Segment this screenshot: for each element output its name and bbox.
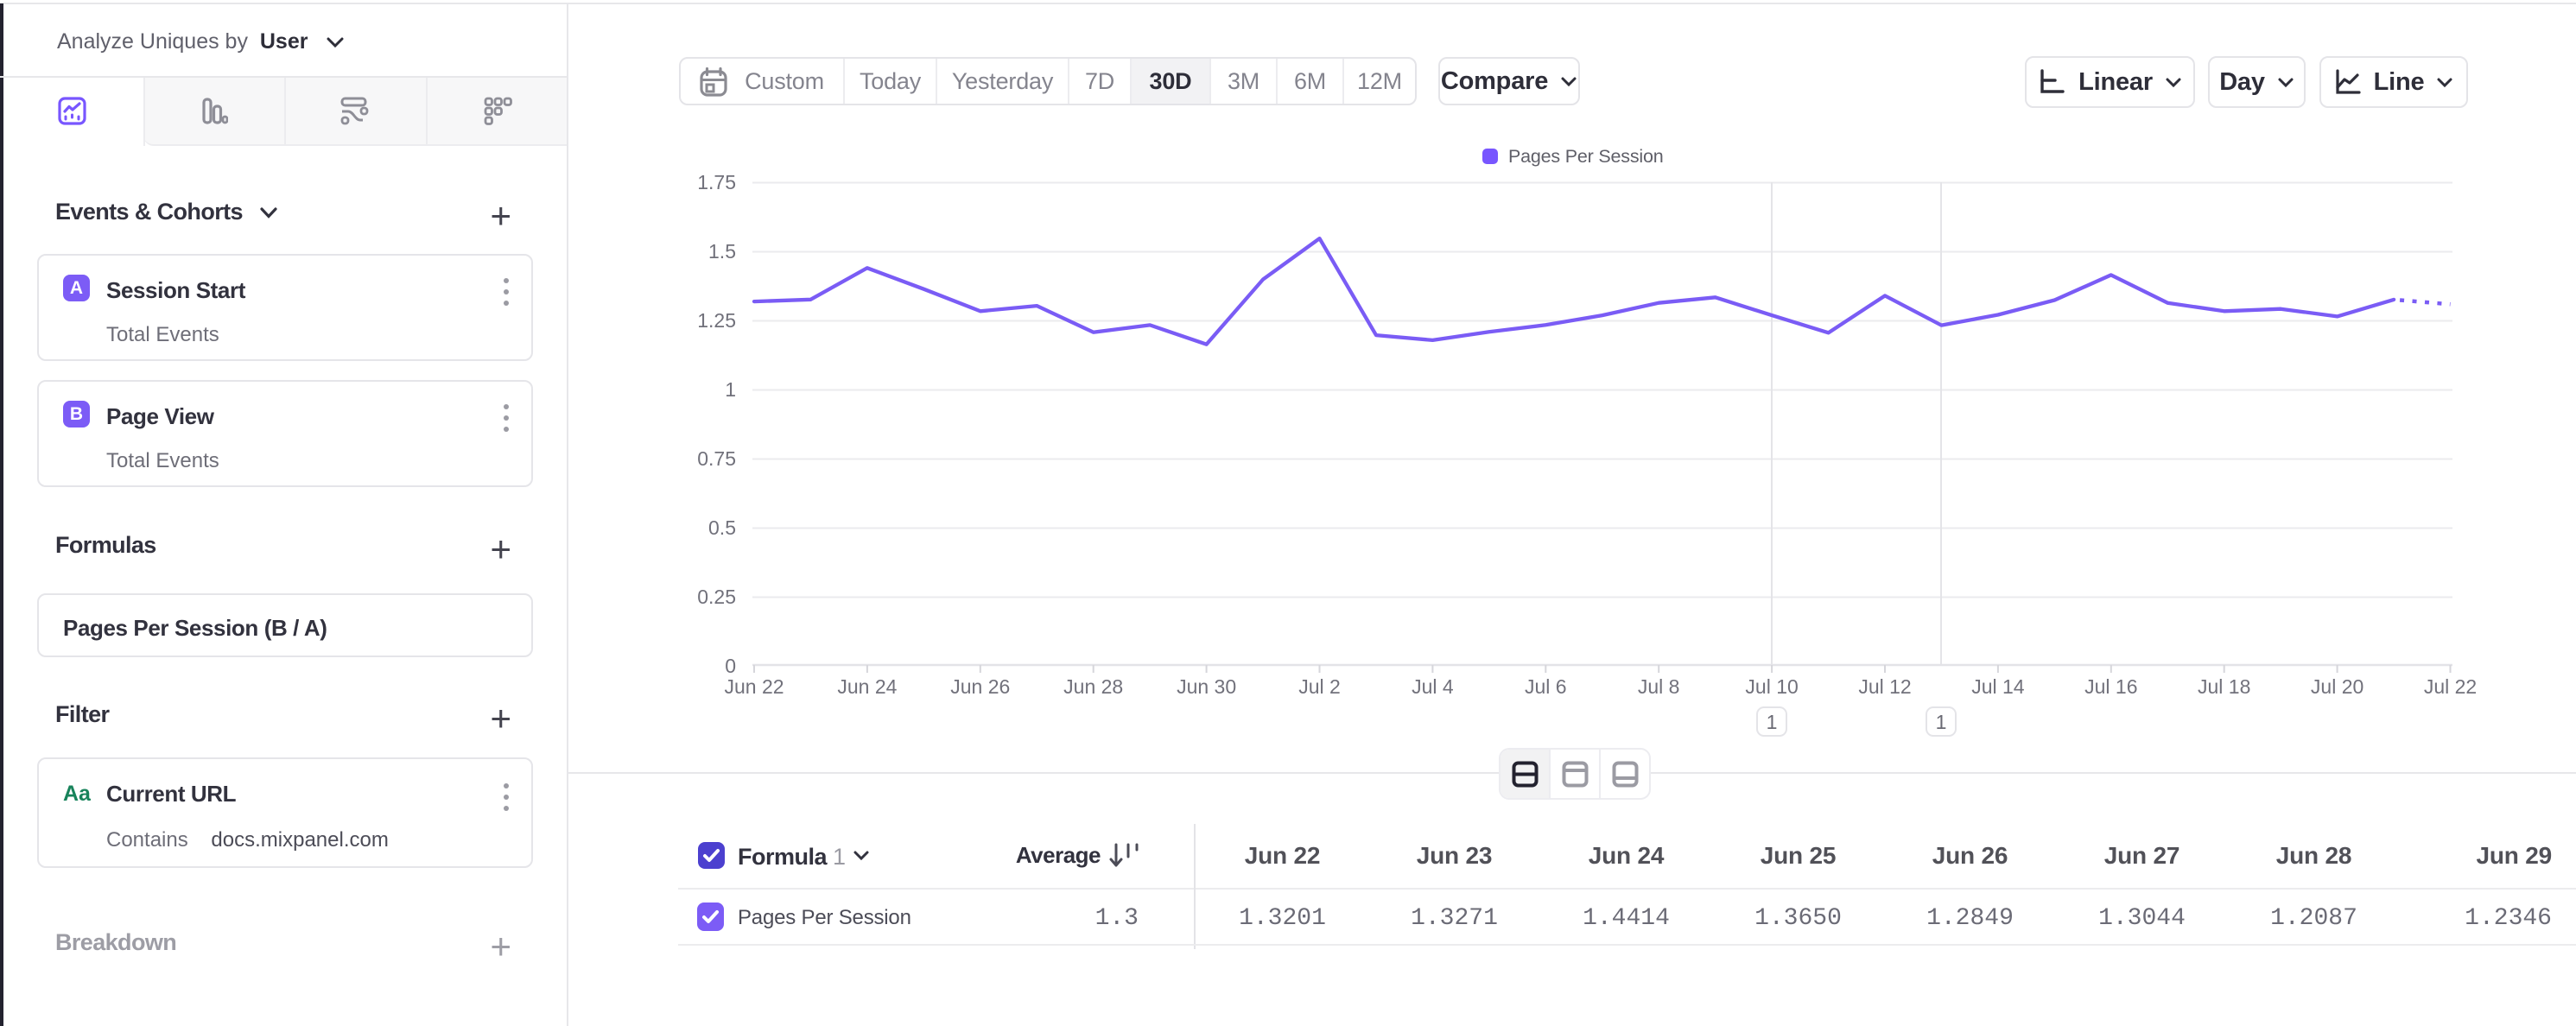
svg-text:0.25: 0.25 [697,586,736,608]
svg-text:Jul 10: Jul 10 [1745,675,1798,698]
svg-text:0.5: 0.5 [708,516,736,539]
svg-text:1: 1 [725,378,736,401]
svg-text:Jul 4: Jul 4 [1412,675,1454,698]
svg-text:Jul 22: Jul 22 [2424,675,2477,698]
svg-text:Jun 30: Jun 30 [1177,675,1236,698]
svg-text:Jul 12: Jul 12 [1858,675,1911,698]
svg-text:0.75: 0.75 [697,447,736,470]
svg-text:Jun 26: Jun 26 [950,675,1010,698]
svg-text:1: 1 [1767,711,1778,733]
svg-text:1.25: 1.25 [697,309,736,332]
svg-text:Jul 18: Jul 18 [2198,675,2250,698]
svg-text:1.75: 1.75 [697,171,736,193]
svg-text:Jul 6: Jul 6 [1525,675,1567,698]
svg-text:Jun 22: Jun 22 [724,675,784,698]
svg-text:1: 1 [1936,711,1947,733]
svg-text:0: 0 [725,655,736,677]
svg-text:Jul 16: Jul 16 [2084,675,2137,698]
svg-text:1.5: 1.5 [708,240,736,263]
svg-text:Jul 20: Jul 20 [2311,675,2363,698]
svg-text:Jul 2: Jul 2 [1298,675,1341,698]
svg-text:Jul 14: Jul 14 [1971,675,2025,698]
svg-text:Jul 8: Jul 8 [1638,675,1680,698]
svg-text:Pages Per Session: Pages Per Session [1508,146,1663,167]
svg-text:Jun 28: Jun 28 [1063,675,1123,698]
svg-text:Jun 24: Jun 24 [837,675,897,698]
